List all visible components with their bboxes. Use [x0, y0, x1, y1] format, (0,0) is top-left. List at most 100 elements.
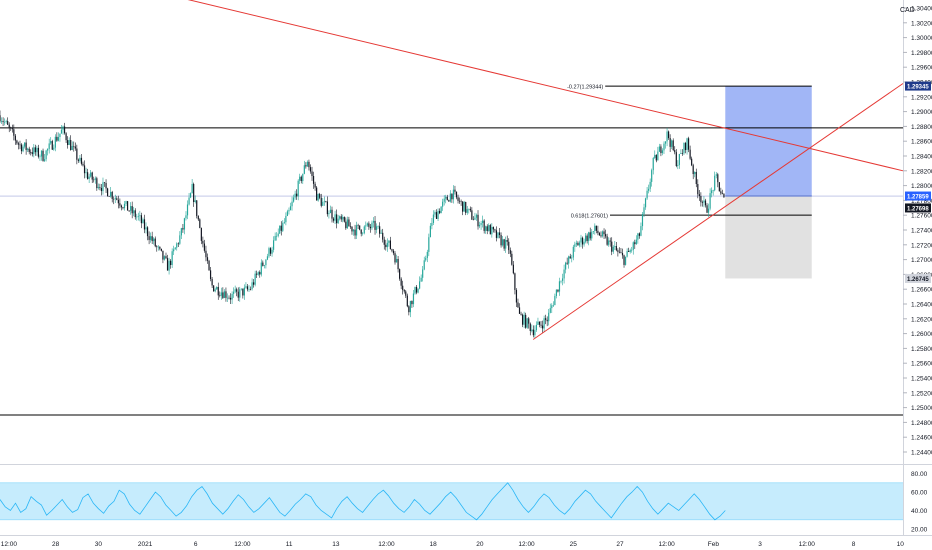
price-tick-label: 1.27600 [911, 213, 932, 220]
candle-down [700, 196, 702, 203]
candle-down [681, 152, 684, 154]
price-tick-label: 1.26200 [911, 316, 932, 323]
candle-up [694, 171, 696, 175]
time-axis[interactable]: 12:00 28 30 2021 6 12:00 11 13 12:00 18 20 12:00 25 2… [1, 541, 904, 548]
trendline [532, 83, 904, 340]
price-axis[interactable]: 1.304001.302001.300001.298001.296001.294… [903, 6, 932, 534]
candle-down [249, 289, 252, 290]
candle-up [480, 222, 482, 225]
oscillator-tick-label: 80.00 [911, 471, 928, 478]
candle-up [644, 198, 647, 208]
candle-up [223, 291, 226, 298]
candle-up [663, 143, 665, 151]
candle-up [57, 137, 60, 141]
candle-down [634, 242, 636, 245]
time-tick-label: 6 [194, 541, 198, 548]
candle-up [71, 145, 73, 150]
candle-down [545, 318, 547, 320]
time-tick-label: 12:00 [234, 541, 251, 548]
candle-up [150, 236, 152, 240]
candle-up [297, 180, 299, 197]
candle-up [362, 233, 364, 234]
candle-down [498, 232, 501, 235]
candle-up [174, 247, 176, 250]
candle-down [494, 229, 496, 231]
candle-up [549, 308, 551, 313]
candle-up [245, 286, 247, 288]
candle-down [566, 262, 568, 264]
candle-down [374, 220, 376, 230]
candle-up [658, 146, 660, 152]
price-tick-label: 1.27400 [911, 228, 932, 235]
candle-down [457, 197, 459, 201]
candle-down [528, 318, 530, 324]
candle-down [113, 198, 115, 200]
candle-up [322, 201, 324, 206]
candle-up [85, 172, 87, 174]
candle-up [601, 231, 604, 237]
price-label-box [905, 191, 931, 201]
candle-down [326, 201, 328, 215]
candle-up [342, 216, 344, 220]
candle-down [208, 260, 210, 271]
candle-down [540, 324, 542, 326]
candle-down [177, 243, 179, 245]
candle-up [183, 218, 186, 230]
candle-up [163, 256, 166, 260]
candle-down [357, 225, 359, 226]
candle-up [4, 121, 6, 123]
candle-up [214, 289, 216, 292]
candle-up [563, 269, 565, 279]
candle-down [67, 140, 69, 145]
price-tick-label: 1.26000 [911, 331, 932, 338]
candle-up [551, 305, 553, 309]
candle-up [575, 242, 577, 245]
candle-up [631, 249, 633, 251]
candle-down [300, 176, 302, 182]
candle-up [153, 238, 155, 242]
candle-down [529, 323, 531, 331]
candle-down [0, 115, 1, 122]
candle-down [454, 189, 456, 192]
candle-down [320, 197, 322, 206]
candle-up [142, 219, 144, 224]
price-tick-label: 1.25000 [911, 405, 932, 412]
candle-down [105, 182, 107, 189]
candle-up [535, 324, 538, 331]
candle-up [306, 161, 309, 167]
candle-down [684, 142, 687, 151]
candle-down [489, 225, 491, 235]
candle-down [225, 291, 227, 298]
candle-down [525, 314, 527, 328]
price-label-box [905, 203, 931, 213]
candle-up [395, 258, 398, 263]
candle-down [458, 200, 461, 202]
candle-up [292, 197, 295, 202]
candle-up [388, 240, 390, 243]
stop-zone [725, 196, 812, 279]
candle-down [465, 201, 467, 213]
candle-up [440, 206, 442, 214]
candle-up [263, 265, 265, 266]
candle-down [305, 165, 307, 167]
time-tick-label: 12:00 [799, 541, 816, 548]
candle-up [317, 193, 319, 201]
candle-up [592, 231, 594, 232]
candle-down [589, 232, 591, 239]
candle-down [193, 183, 195, 203]
candle-up [189, 193, 192, 198]
candle-up [468, 208, 470, 210]
candle-up [372, 220, 375, 223]
candle-down [689, 149, 691, 159]
candle-up [168, 260, 170, 271]
position-zones[interactable] [725, 86, 812, 279]
candle-up [585, 235, 587, 242]
candle-up [380, 232, 382, 234]
time-tick-label: 27 [616, 541, 624, 548]
candle-down [403, 289, 405, 292]
candle-up [548, 312, 550, 322]
trendlines[interactable] [0, 0, 904, 340]
candle-up [543, 318, 545, 329]
time-tick-label: 18 [430, 541, 438, 548]
